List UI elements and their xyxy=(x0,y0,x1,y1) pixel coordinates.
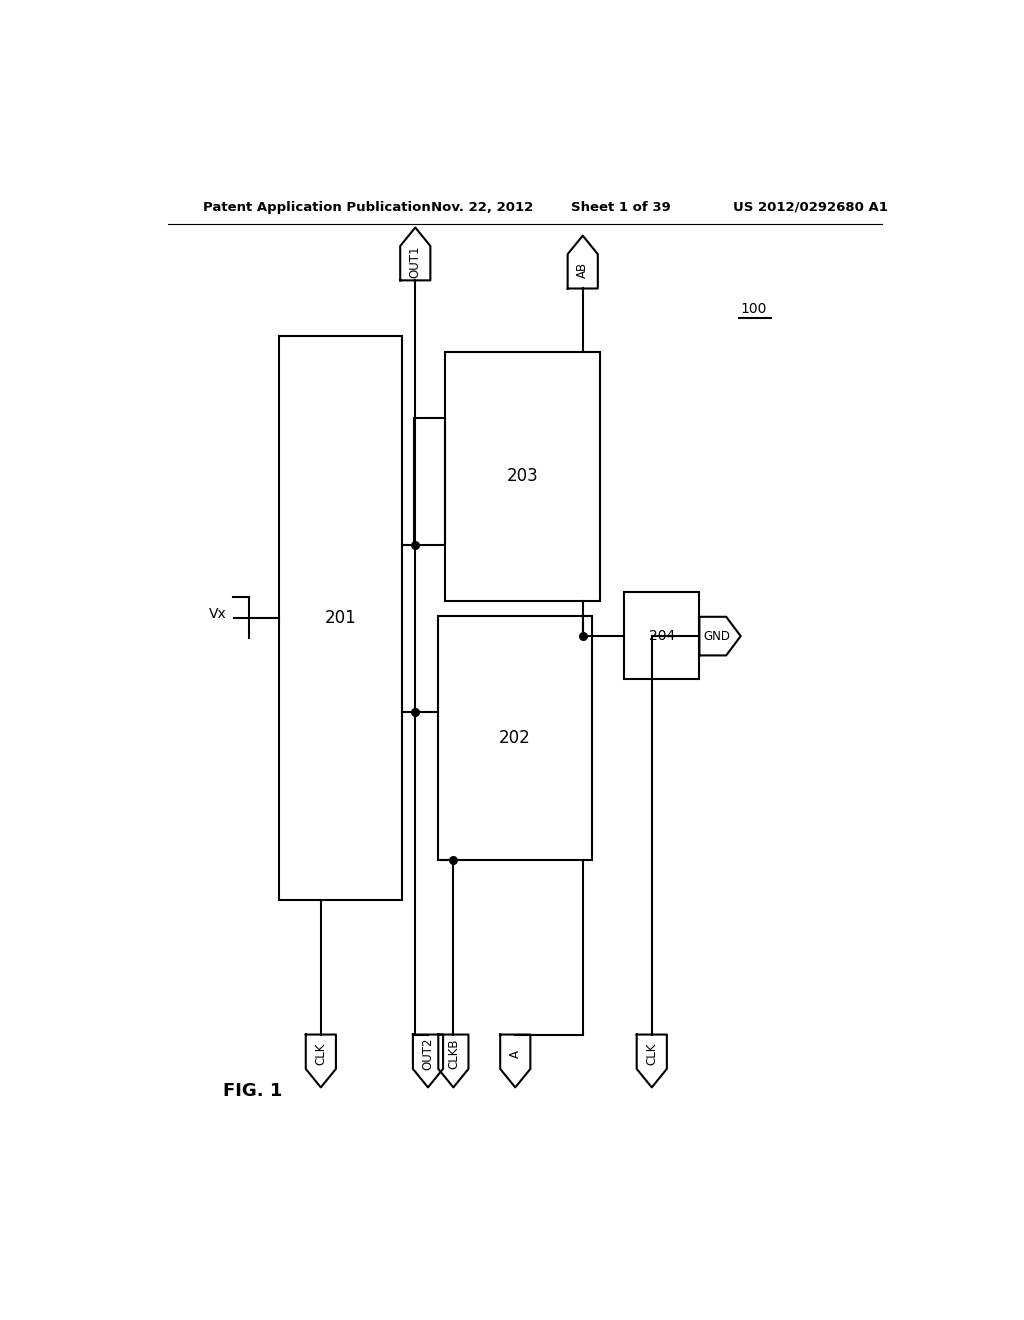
Text: A: A xyxy=(509,1049,522,1057)
Text: GND: GND xyxy=(703,630,730,643)
Bar xyxy=(624,593,699,678)
Text: 100: 100 xyxy=(740,302,767,315)
Text: Patent Application Publication: Patent Application Publication xyxy=(204,201,431,214)
Text: AB: AB xyxy=(577,261,589,277)
Text: Sheet 1 of 39: Sheet 1 of 39 xyxy=(570,201,671,214)
Text: 201: 201 xyxy=(325,610,356,627)
Text: Nov. 22, 2012: Nov. 22, 2012 xyxy=(431,201,534,214)
Text: 204: 204 xyxy=(648,628,675,643)
Bar xyxy=(279,337,401,900)
Text: 202: 202 xyxy=(499,729,530,747)
Text: OUT2: OUT2 xyxy=(422,1038,434,1069)
Text: CLKB: CLKB xyxy=(446,1039,460,1069)
Text: FIG. 1: FIG. 1 xyxy=(223,1082,283,1101)
Bar xyxy=(437,615,592,859)
Bar xyxy=(445,351,600,601)
Text: CLK: CLK xyxy=(645,1043,658,1065)
Bar xyxy=(414,417,445,545)
Text: CLK: CLK xyxy=(314,1043,328,1065)
Text: OUT1: OUT1 xyxy=(409,246,422,277)
Text: Vx: Vx xyxy=(209,607,226,620)
Text: 203: 203 xyxy=(507,467,539,484)
Text: US 2012/0292680 A1: US 2012/0292680 A1 xyxy=(733,201,888,214)
